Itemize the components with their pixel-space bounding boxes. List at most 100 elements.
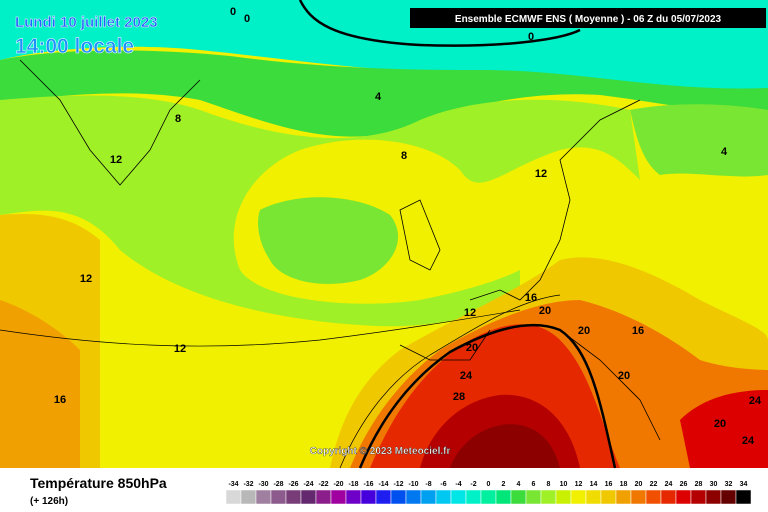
contour-label: 8 <box>175 113 181 125</box>
scale-swatch <box>420 489 437 505</box>
contour-label: 12 <box>80 273 92 285</box>
date: Lundi 10 juillet 2023 <box>15 14 158 31</box>
scale-swatch <box>585 489 602 505</box>
scale-swatch <box>375 489 392 505</box>
isotherm-20 <box>358 324 617 469</box>
scale-label: -16 <box>363 481 373 488</box>
scale-label: -6 <box>440 481 446 488</box>
scale-swatch <box>390 489 407 505</box>
scale-label: -2 <box>470 481 476 488</box>
scale-swatch <box>525 489 542 505</box>
contour-label: 12 <box>174 343 186 355</box>
zone-green <box>0 50 768 137</box>
scale-swatch <box>675 489 692 505</box>
scale-label: -10 <box>408 481 418 488</box>
contour-label: 0 <box>230 6 236 18</box>
scale-swatch <box>600 489 617 505</box>
contour-label: 16 <box>525 292 537 304</box>
scale-label: -4 <box>455 481 461 488</box>
scale-label: 2 <box>502 481 506 488</box>
scale-swatch <box>630 489 647 505</box>
footer-title: Température 850hPa <box>30 475 167 491</box>
scale-label: -20 <box>333 481 343 488</box>
zone-green-core <box>258 197 399 284</box>
contour-label: 0 <box>528 31 534 43</box>
lead-time: (+ 126h) <box>30 496 68 507</box>
footer: Température 850hPa (+ 126h) -34 -32 -30 -28… <box>30 475 752 507</box>
contour-label: 20 <box>539 305 551 317</box>
scale-label: 22 <box>650 481 658 488</box>
contour-label: 12 <box>535 168 547 180</box>
scale-label: 26 <box>680 481 688 488</box>
scale-label: -26 <box>288 481 298 488</box>
scale-label: 0 <box>487 481 491 488</box>
scale-label: 20 <box>635 481 643 488</box>
contour-label: 24 <box>460 370 473 382</box>
isotherm <box>0 309 521 347</box>
zone-light-green <box>0 95 640 327</box>
scale-swatch <box>645 489 662 505</box>
contour-label: 20 <box>578 325 590 337</box>
run-box <box>410 8 766 28</box>
contour-label: 12 <box>110 154 122 166</box>
scale-swatch <box>660 489 677 505</box>
zone-east <box>680 390 768 468</box>
isotherm <box>339 294 561 469</box>
scale-label: 30 <box>710 481 718 488</box>
scale-label: -12 <box>393 481 403 488</box>
scale-swatch <box>705 489 722 505</box>
scale-swatch <box>285 489 302 505</box>
contour-label: 12 <box>464 307 476 319</box>
scale-swatch <box>405 489 422 505</box>
coastline <box>19 59 661 441</box>
scale-swatch <box>510 489 527 505</box>
scale-swatch <box>345 489 362 505</box>
scale-label: 14 <box>590 481 598 488</box>
scale-swatch <box>735 489 752 505</box>
scale-label: -34 <box>228 481 238 488</box>
scale-swatch <box>570 489 587 505</box>
scale-swatch <box>330 489 347 505</box>
contour-label: 24 <box>749 395 762 407</box>
scale-swatch <box>225 489 242 505</box>
scale-label: 32 <box>725 481 733 488</box>
scale-swatch <box>315 489 332 505</box>
scale-label: -24 <box>303 481 313 488</box>
scale-label: 8 <box>547 481 551 488</box>
contour-label: 20 <box>714 418 726 430</box>
contour-label: 16 <box>54 394 66 406</box>
scale-swatch <box>255 489 272 505</box>
scale-label: 10 <box>560 481 568 488</box>
scale-swatch <box>555 489 572 505</box>
contour-label: 20 <box>466 342 478 354</box>
contour-label: 20 <box>618 370 630 382</box>
scale-label: -28 <box>273 481 283 488</box>
scale-label: 18 <box>620 481 628 488</box>
run-info: Ensemble ECMWF ENS ( Moyenne ) - 06 Z du… <box>455 14 722 25</box>
scale-label: -30 <box>258 481 268 488</box>
contour-label: 4 <box>721 146 728 158</box>
scale-label: 6 <box>532 481 536 488</box>
scale-swatch <box>240 489 257 505</box>
scale-label: -14 <box>378 481 388 488</box>
contour-label: 0 <box>244 13 250 25</box>
contour-label: 8 <box>401 150 407 162</box>
scale-swatch <box>450 489 467 505</box>
contour-label: 24 <box>742 435 755 447</box>
scale-label: 12 <box>575 481 583 488</box>
contour-label: 4 <box>375 91 382 103</box>
scale-swatch <box>720 489 737 505</box>
scale-swatch <box>615 489 632 505</box>
scale-swatch <box>300 489 317 505</box>
contour-label: 28 <box>453 391 465 403</box>
zone-core-dark <box>450 424 560 468</box>
scale-label: 4 <box>517 481 521 488</box>
scale-label: 34 <box>740 481 748 488</box>
scale-label: 24 <box>665 481 673 488</box>
map: Ensemble ECMWF ENS ( Moyenne ) - 06 Z du… <box>0 0 768 469</box>
scale-label: -18 <box>348 481 358 488</box>
scale-label: -8 <box>425 481 431 488</box>
scale-swatch <box>540 489 557 505</box>
scale-swatch <box>270 489 287 505</box>
scale-swatch <box>495 489 512 505</box>
